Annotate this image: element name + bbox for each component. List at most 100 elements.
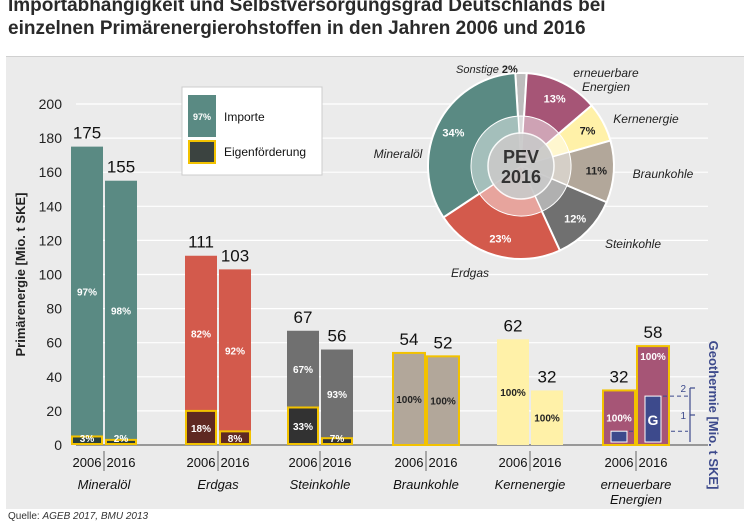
y-tick-label: 20 — [46, 403, 62, 419]
year-tick-label: 2006 — [605, 455, 634, 470]
chart-svg: 0 20 40 60 80 100 120 140 160 180 200 Primärenergie… — [13, 64, 721, 507]
source-label: Quelle: — [8, 511, 40, 522]
year-tick-label: 2016 — [107, 455, 136, 470]
import-pct-label: 92% — [225, 346, 245, 357]
pie-name-label: Sonstige 2% — [456, 64, 518, 76]
secondary-axis-label: Geothermie [Mio. t SKE] — [706, 341, 721, 490]
y-tick-label: 180 — [39, 130, 63, 146]
import-pct-label: 100% — [396, 395, 422, 406]
y-tick-label: 120 — [39, 232, 63, 248]
legend-label-importe: Importe — [224, 110, 265, 124]
year-tick-label: 2006 — [289, 455, 318, 470]
pie-name-label: Kernenergie — [613, 112, 679, 126]
y-tick-label: 100 — [39, 267, 63, 283]
import-pct-label: 93% — [327, 390, 347, 401]
pie-name-label: Braunkohle — [633, 167, 694, 181]
y-tick-label: 80 — [46, 301, 62, 317]
pie-name-label: Energien — [582, 80, 630, 94]
y-tick-label: 140 — [39, 198, 63, 214]
eigen-pct-label: 7% — [330, 434, 345, 445]
bar-erdgas-2016 — [219, 269, 251, 445]
bar-eigen-erdgas-2006 — [185, 409, 217, 445]
legend-swatch-importe — [188, 95, 216, 137]
bar-total-label: 67 — [294, 308, 313, 327]
title-line-2: einzelnen Primärenergierohstoffen in den… — [8, 18, 586, 39]
bar-total-label: 52 — [434, 333, 453, 352]
year-tick-label: 2016 — [429, 455, 458, 470]
bar-mineraloel-2016 — [105, 180, 137, 445]
legend-swatch-eigen — [188, 140, 216, 164]
category-label: erneuerbare — [601, 477, 672, 492]
bar-eigen-steinkohle-2006 — [287, 406, 319, 445]
bar-total-label: 32 — [610, 367, 629, 386]
import-pct-label: 100% — [640, 352, 666, 363]
import-pct-label: 97% — [77, 288, 97, 299]
bar-braunkohle-2006 — [392, 351, 426, 446]
legend-swatch-label: 97% — [193, 112, 211, 122]
year-tick-label: 2006 — [395, 455, 424, 470]
eigen-pct-label: 8% — [228, 434, 243, 445]
y-axis-label: Primärenergie [Mio. t SKE] — [13, 193, 28, 357]
bar-total-label: 56 — [328, 327, 347, 346]
year-tick-label: 2016 — [639, 455, 668, 470]
category-label: Braunkohle — [393, 477, 459, 492]
secondary-tick-label: 1 — [680, 411, 686, 422]
bar-total-label: 111 — [188, 233, 214, 252]
bar-eigen-mineraloel-2006 — [71, 435, 103, 446]
year-tick-label: 2006 — [73, 455, 102, 470]
source-note: Quelle: AGEB 2017, BMU 2013 — [8, 511, 148, 522]
geothermie-bar-2006 — [610, 430, 628, 443]
bar-steinkohle-2016 — [321, 349, 353, 445]
category-label: Erdgas — [197, 477, 239, 492]
title-line-1: Importabhängigkeit und Selbstversorgungs… — [8, 0, 606, 16]
chart-title: Importabhängigkeit und Selbstversorgungs… — [8, 0, 744, 40]
category-label: Mineralöl — [78, 477, 132, 492]
pie-center-circle — [487, 132, 555, 200]
eigen-pct-label: 33% — [293, 422, 313, 433]
category-label: Kernenergie — [495, 477, 566, 492]
year-tick-label: 2006 — [499, 455, 528, 470]
bar-kernenergie-2006 — [497, 339, 529, 445]
bar-total-label: 32 — [538, 367, 557, 386]
eigen-pct-label: 2% — [114, 434, 129, 445]
eigen-pct-label: 3% — [80, 434, 95, 445]
pie-name-label: Mineralöl — [374, 147, 423, 161]
import-pct-label: 82% — [191, 329, 211, 340]
legend-label-eigen: Eigenförderung — [224, 145, 306, 159]
pie-pct-label: 23% — [489, 234, 511, 246]
y-tick-label: 160 — [39, 164, 63, 180]
pie-center-label: 2016 — [501, 167, 541, 187]
y-tick-label: 200 — [39, 96, 63, 112]
pie-pct-label: 13% — [544, 93, 566, 105]
secondary-tick-label: 2 — [680, 384, 686, 395]
year-tick-label: 2016 — [533, 455, 562, 470]
geothermie-bar-2016 — [644, 395, 662, 443]
import-pct-label: 67% — [293, 365, 313, 376]
y-tick-label: 0 — [54, 437, 62, 453]
category-label: Energien — [610, 492, 662, 507]
import-pct-label: 100% — [500, 388, 526, 399]
year-tick-label: 2006 — [187, 455, 216, 470]
eigen-pct-label: 18% — [191, 424, 211, 435]
bar-total-label: 58 — [644, 323, 663, 342]
pie-pct-label: 12% — [564, 214, 586, 226]
pie-pct-label: 34% — [442, 127, 464, 139]
bar-braunkohle-2016 — [426, 355, 460, 446]
chart-panel: 0 20 40 60 80 100 120 140 160 180 200 Primärenergie… — [6, 56, 744, 509]
bar-total-label: 155 — [107, 158, 135, 177]
pie-name-label: Steinkohle — [605, 237, 661, 251]
bar-total-label: 62 — [504, 316, 523, 335]
pie-pct-label: 11% — [586, 166, 608, 178]
pie-center-label: PEV — [503, 147, 539, 167]
year-tick-label: 2016 — [221, 455, 250, 470]
pie-pct-label: 7% — [580, 125, 596, 137]
y-tick-label: 40 — [46, 369, 62, 385]
y-tick-label: 60 — [46, 335, 62, 351]
pie-name-label: erneuerbare — [573, 66, 639, 80]
year-tick-label: 2016 — [323, 455, 352, 470]
bar-eigen-mineraloel-2016 — [105, 438, 137, 446]
import-pct-label: 100% — [606, 414, 632, 425]
bar-eigen-erdgas-2016 — [219, 430, 251, 445]
import-pct-label: 98% — [111, 306, 131, 317]
geothermie-bar-label: G — [648, 412, 659, 428]
